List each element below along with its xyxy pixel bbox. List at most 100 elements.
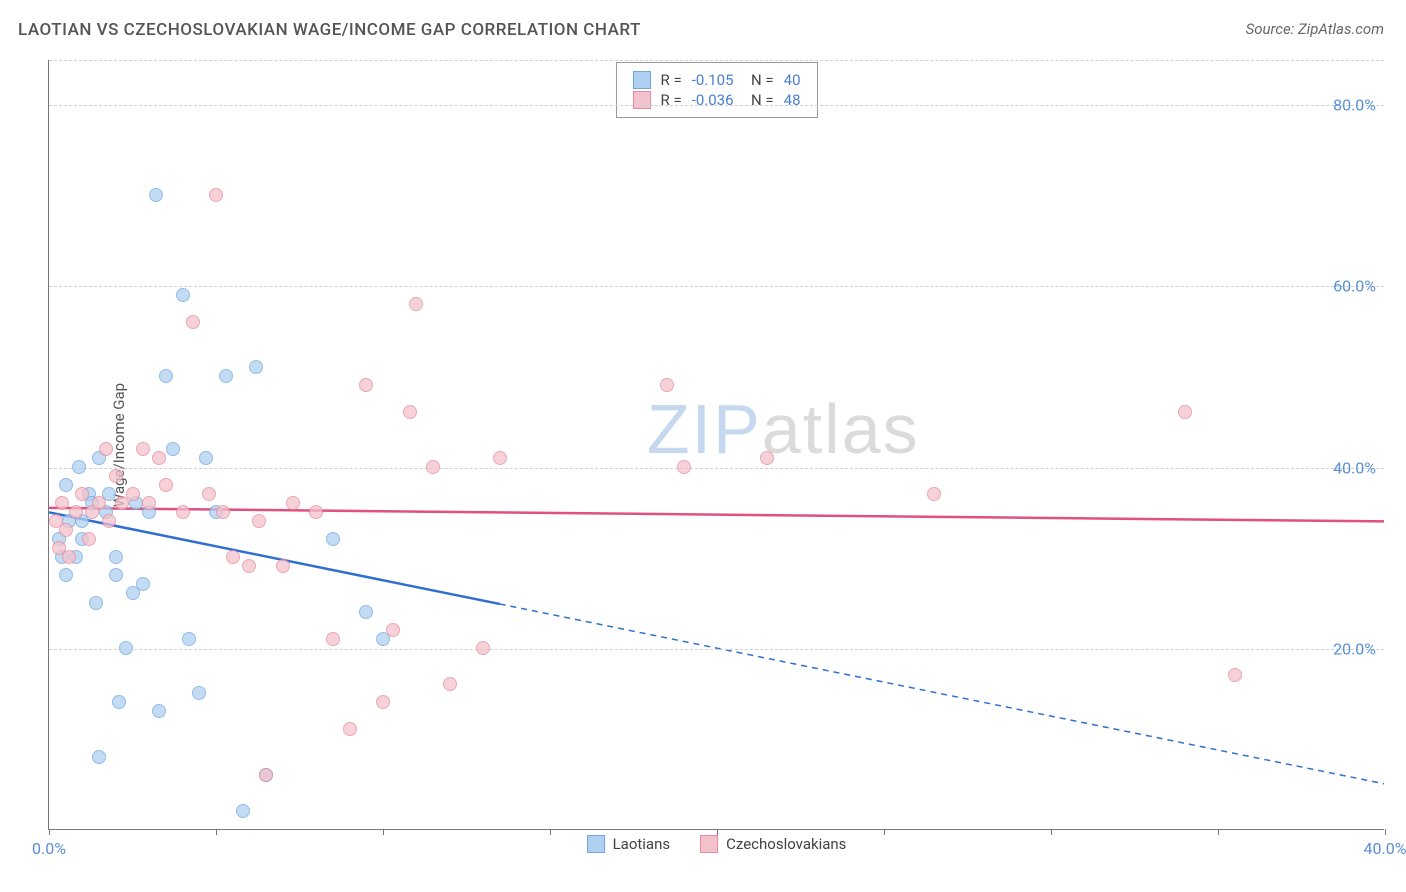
swatch-laotians: [632, 71, 650, 89]
scatter-point: [286, 496, 300, 510]
scatter-point: [226, 550, 240, 564]
plot-area: Wage/Income Gap ZIPatlas R = -0.105 N = …: [48, 60, 1384, 830]
x-tick: [383, 829, 384, 835]
scatter-point: [326, 532, 340, 546]
legend-item-laotians: Laotians: [587, 835, 671, 853]
scatter-point: [677, 460, 691, 474]
y-tick-label: 40.0%: [1333, 458, 1376, 477]
scatter-point: [166, 442, 180, 456]
scatter-point: [249, 360, 263, 374]
scatter-point: [152, 704, 166, 718]
gridline-h: [49, 649, 1384, 650]
scatter-point: [1228, 668, 1242, 682]
scatter-point: [75, 487, 89, 501]
scatter-point: [59, 568, 73, 582]
gridline-h: [49, 286, 1384, 287]
scatter-point: [102, 514, 116, 528]
scatter-point: [126, 487, 140, 501]
scatter-point: [276, 559, 290, 573]
scatter-point: [176, 505, 190, 519]
scatter-point: [149, 188, 163, 202]
scatter-point: [136, 577, 150, 591]
stats-row-laotians: R = -0.105 N = 40: [632, 71, 800, 89]
x-tick-label: 0.0%: [32, 839, 66, 858]
swatch-czechoslovakians: [632, 91, 650, 109]
scatter-point: [159, 478, 173, 492]
scatter-point: [186, 315, 200, 329]
scatter-point: [236, 804, 250, 818]
scatter-point: [376, 695, 390, 709]
scatter-point: [216, 505, 230, 519]
stats-legend: R = -0.105 N = 40 R = -0.036 N = 48: [615, 62, 817, 118]
legend-swatch-laotians: [587, 835, 605, 853]
scatter-point: [927, 487, 941, 501]
scatter-point: [219, 369, 233, 383]
scatter-point: [202, 487, 216, 501]
trend-lines: [49, 60, 1384, 829]
scatter-point: [82, 532, 96, 546]
y-tick-label: 80.0%: [1333, 96, 1376, 115]
scatter-point: [159, 369, 173, 383]
x-tick: [884, 829, 885, 835]
source-attribution: Source: ZipAtlas.com: [1246, 20, 1384, 38]
scatter-point: [199, 451, 213, 465]
scatter-point: [142, 496, 156, 510]
scatter-point: [386, 623, 400, 637]
chart-title: LAOTIAN VS CZECHOSLOVAKIAN WAGE/INCOME G…: [18, 20, 641, 40]
scatter-point: [59, 523, 73, 537]
scatter-point: [259, 768, 273, 782]
scatter-point: [89, 596, 103, 610]
x-tick: [1385, 829, 1386, 835]
scatter-point: [72, 460, 86, 474]
scatter-point: [136, 442, 150, 456]
scatter-point: [182, 632, 196, 646]
scatter-point: [660, 378, 674, 392]
scatter-point: [152, 451, 166, 465]
scatter-point: [242, 559, 256, 573]
legend-swatch-czechoslovakians: [700, 835, 718, 853]
scatter-point: [109, 550, 123, 564]
scatter-point: [476, 641, 490, 655]
scatter-point: [326, 632, 340, 646]
scatter-point: [443, 677, 457, 691]
scatter-point: [403, 405, 417, 419]
y-tick-label: 20.0%: [1333, 639, 1376, 658]
scatter-point: [426, 460, 440, 474]
scatter-point: [55, 496, 69, 510]
x-tick: [1051, 829, 1052, 835]
scatter-point: [62, 550, 76, 564]
scatter-point: [409, 297, 423, 311]
scatter-point: [252, 514, 266, 528]
scatter-point: [119, 641, 133, 655]
scatter-point: [176, 288, 190, 302]
x-tick: [216, 829, 217, 835]
legend-item-czechoslovakians: Czechoslovakians: [700, 835, 846, 853]
stats-row-czechoslovakians: R = -0.036 N = 48: [632, 91, 800, 109]
scatter-point: [112, 695, 126, 709]
scatter-point: [359, 378, 373, 392]
scatter-point: [493, 451, 507, 465]
scatter-point: [59, 478, 73, 492]
x-tick: [49, 829, 50, 835]
x-tick: [717, 829, 718, 835]
scatter-point: [92, 750, 106, 764]
scatter-point: [109, 568, 123, 582]
scatter-point: [192, 686, 206, 700]
watermark: ZIPatlas: [647, 389, 920, 469]
scatter-point: [760, 451, 774, 465]
scatter-point: [69, 505, 83, 519]
bottom-legend: Laotians Czechoslovakians: [587, 835, 847, 853]
scatter-point: [109, 469, 123, 483]
gridline-h: [49, 60, 1384, 61]
scatter-point: [92, 496, 106, 510]
scatter-point: [99, 442, 113, 456]
gridline-h: [49, 468, 1384, 469]
x-tick: [1218, 829, 1219, 835]
scatter-point: [209, 188, 223, 202]
scatter-point: [309, 505, 323, 519]
gridline-h: [49, 105, 1384, 106]
scatter-point: [1178, 405, 1192, 419]
scatter-point: [343, 722, 357, 736]
scatter-point: [359, 605, 373, 619]
x-tick-label: 40.0%: [1364, 839, 1406, 858]
